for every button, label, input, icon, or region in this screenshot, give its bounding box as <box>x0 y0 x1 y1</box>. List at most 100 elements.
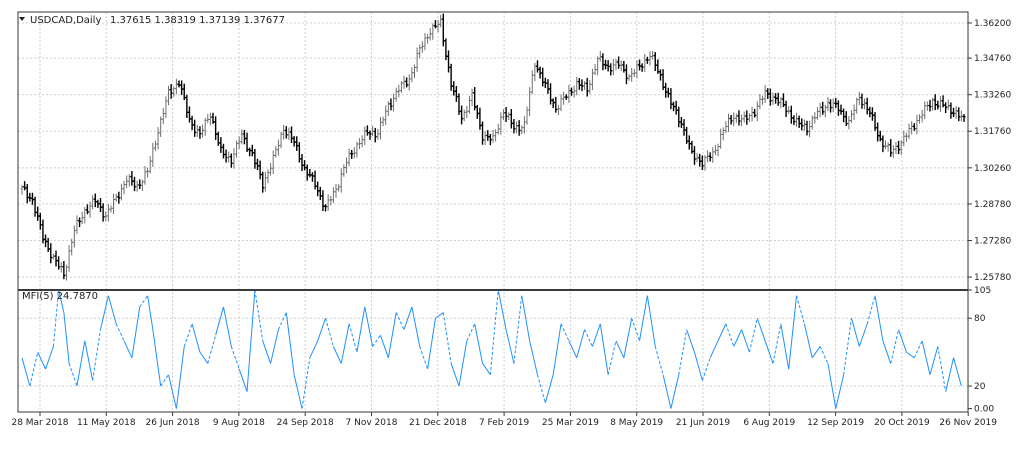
price-bar <box>520 125 524 135</box>
price-bar <box>96 199 100 208</box>
price-bar <box>62 261 66 280</box>
price-bar <box>473 87 477 111</box>
price-bar <box>638 59 642 71</box>
mfi-line-segment <box>513 295 523 364</box>
price-bar <box>180 80 184 95</box>
price-bar <box>622 60 626 73</box>
price-bar <box>695 153 699 163</box>
price-bar <box>831 98 835 113</box>
price-bar <box>122 180 126 195</box>
price-bar <box>868 106 872 118</box>
price-bar <box>316 181 320 197</box>
price-bar <box>51 253 55 260</box>
price-bar <box>297 142 301 163</box>
x-tick-label: 12 Sep 2019 <box>807 418 864 428</box>
price-bar <box>454 86 458 102</box>
price-bar <box>206 113 210 124</box>
price-bar <box>287 127 291 140</box>
price-bar <box>397 84 401 98</box>
price-bar <box>740 114 744 127</box>
price-bar <box>93 193 97 208</box>
price-bar <box>449 63 453 91</box>
price-bar <box>274 146 278 158</box>
symbol-dropdown-icon[interactable] <box>19 17 25 21</box>
price-bar <box>873 112 877 131</box>
price-bar <box>797 115 801 128</box>
mfi-line-segment <box>466 323 476 342</box>
price-bar <box>431 23 435 40</box>
price-bar <box>604 59 608 70</box>
price-bar <box>405 77 409 88</box>
price-bar <box>25 183 29 204</box>
price-bar <box>585 77 589 97</box>
price-bar <box>99 198 102 213</box>
mfi-line-segment <box>756 318 766 341</box>
price-bar <box>216 131 220 146</box>
price-bar <box>36 206 40 221</box>
mfi-line-segment <box>147 295 154 330</box>
price-bar <box>352 147 356 159</box>
mfi-line-segment <box>882 340 892 364</box>
price-bar <box>761 95 765 105</box>
price-bar <box>488 133 492 146</box>
price-bar <box>836 100 840 116</box>
price-bar <box>876 122 880 142</box>
price-bar <box>747 113 751 122</box>
price-bar <box>624 64 628 85</box>
price-bar <box>41 219 45 244</box>
mfi-y-tick-label: 105 <box>974 286 991 296</box>
mfi-line-segment <box>285 312 295 375</box>
price-bar <box>881 135 885 153</box>
price-bar <box>310 172 314 182</box>
x-tick-label: 24 Sep 2018 <box>277 418 334 428</box>
mfi-line-segment <box>364 306 374 347</box>
price-bar <box>470 88 474 107</box>
mfi-line-segment <box>68 363 78 387</box>
mfi-line-segment <box>497 289 507 330</box>
price-bar <box>350 149 354 159</box>
price-bar <box>308 168 312 178</box>
price-bar <box>517 120 521 136</box>
price-bar <box>609 63 613 76</box>
price-bar <box>551 98 555 108</box>
price-bar <box>630 67 634 82</box>
price-bar <box>30 192 34 205</box>
price-bar <box>407 74 411 91</box>
price-bar <box>894 142 898 154</box>
price-bar <box>750 106 754 122</box>
price-bar <box>627 74 631 81</box>
price-bar <box>538 66 542 79</box>
price-bar <box>140 179 144 192</box>
price-bar <box>78 217 82 228</box>
price-bar <box>72 225 76 248</box>
price-bar <box>737 110 741 126</box>
x-tick-label: 8 May 2019 <box>610 418 663 428</box>
price-bar <box>198 126 202 139</box>
price-bar <box>957 107 961 122</box>
x-tick-label: 26 Nov 2019 <box>939 418 997 428</box>
mfi-line-segment <box>591 323 601 347</box>
mfi-line-segment <box>678 329 688 375</box>
price-y-tick-label: 1.31760 <box>974 127 1011 137</box>
price-bar <box>802 119 806 131</box>
price-bar <box>339 168 343 193</box>
mfi-line-segment <box>725 323 735 347</box>
mfi-line-segment <box>450 363 460 387</box>
mfi-line-segment <box>262 340 272 364</box>
mfi-line-segment <box>929 346 939 375</box>
price-bar <box>593 63 597 76</box>
price-bar <box>847 115 851 130</box>
price-bar <box>504 106 508 122</box>
price-bar <box>211 112 215 124</box>
price-bar <box>716 143 720 157</box>
price-bar <box>528 87 532 116</box>
price-bar <box>902 130 906 147</box>
price-bar <box>918 114 922 124</box>
price-bar <box>721 127 725 141</box>
mfi-line-segment <box>215 306 224 336</box>
price-bar <box>235 140 239 158</box>
mfi-line-segment <box>21 357 31 387</box>
price-bar <box>815 107 819 120</box>
price-bar <box>426 33 430 44</box>
mfi-y-tick-label: 0.00 <box>974 405 994 415</box>
